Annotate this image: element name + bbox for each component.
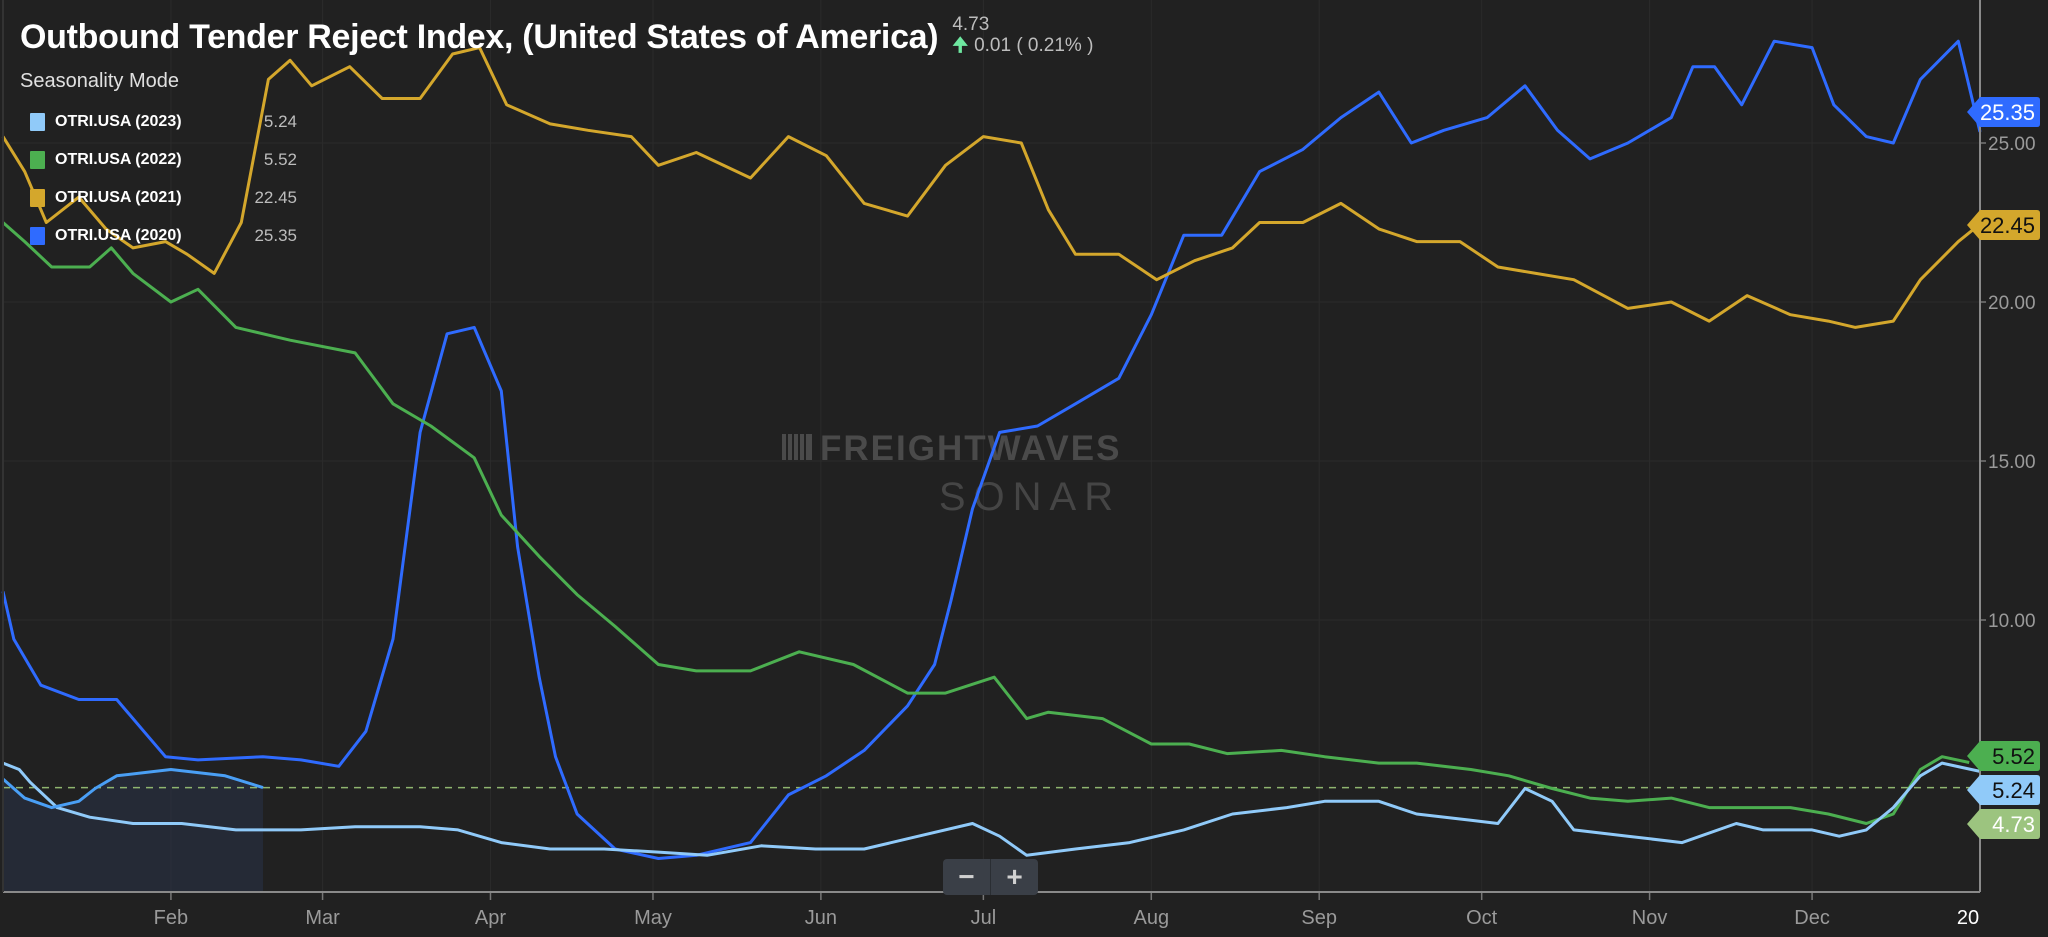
x-tick-label: May <box>634 907 672 929</box>
legend-name: OTRI.USA (2021) <box>55 189 182 206</box>
watermark-line1: FREIGHTWAVES <box>820 429 1121 468</box>
legend-value: 5.24 <box>263 112 297 131</box>
legend-name: OTRI.USA (2023) <box>55 113 182 130</box>
legend-name: OTRI.USA (2020) <box>55 227 182 244</box>
x-tick-label: Nov <box>1632 907 1668 929</box>
legend-item-2022[interactable]: OTRI.USA (2022) 5.52 <box>30 141 297 179</box>
end-badge-label: 25.35 <box>1980 100 2035 125</box>
chart-header: Outbound Tender Reject Index, (United St… <box>20 14 1093 57</box>
legend-value: 25.35 <box>254 226 297 245</box>
change-value: 0.01 ( 0.21% ) <box>974 35 1094 56</box>
x-tick-label: Dec <box>1794 907 1830 929</box>
end-badge-label: 22.45 <box>1980 213 2035 238</box>
series-lines <box>1 39 1982 860</box>
x-tick-label: Oct <box>1466 907 1498 929</box>
legend-item-2021[interactable]: OTRI.USA (2021) 22.45 <box>30 179 297 217</box>
end-badge-bg <box>1967 775 2040 805</box>
end-badge-label: 5.24 <box>1992 778 2035 803</box>
end-badge: 22.45 <box>1967 210 2040 240</box>
legend: OTRI.USA (2023) 5.24 OTRI.USA (2022) 5.52 … <box>30 103 297 255</box>
legend-value: 5.52 <box>263 150 297 169</box>
header-readout: 4.73 🠉 0.01 ( 0.21% ) <box>952 14 1093 56</box>
x-tick-label: Jun <box>805 907 837 929</box>
arrow-up-icon: 🠉 <box>952 35 969 56</box>
legend-swatch <box>30 151 45 169</box>
y-tick-label: 15.00 <box>1988 452 2036 473</box>
last-value: 4.73 <box>952 14 990 35</box>
legend-item-2023[interactable]: OTRI.USA (2023) 5.24 <box>30 103 297 141</box>
grid-lines <box>3 0 1980 892</box>
x-end-label: 20 <box>1957 907 1979 929</box>
series-line-4 <box>2 768 264 810</box>
x-tick-label: Apr <box>475 907 506 929</box>
end-badge-bg <box>1967 97 2040 127</box>
legend-name: OTRI.USA (2022) <box>55 151 182 168</box>
end-badge: 5.52 <box>1967 741 2040 771</box>
change-readout: 🠉 0.01 ( 0.21% ) <box>952 35 1093 56</box>
legend-value: 22.45 <box>254 188 297 207</box>
legend-swatch <box>30 113 45 131</box>
legend-item-2020[interactable]: OTRI.USA (2020) 25.35 <box>30 217 297 255</box>
chart-title: Outbound Tender Reject Index, (United St… <box>20 18 939 56</box>
series-line-3 <box>2 761 1981 857</box>
end-badge-bg <box>1967 210 2040 240</box>
end-badge: 5.24 <box>1967 775 2040 805</box>
end-badge: 25.35 <box>1967 97 2040 127</box>
end-badge-label: 4.73 <box>1992 812 2035 837</box>
series-line-0 <box>1 39 1982 860</box>
y-tick-label: 25.00 <box>1988 134 2036 155</box>
y-tick-label: 20.00 <box>1988 293 2036 314</box>
legend-swatch <box>30 227 45 245</box>
series-area <box>3 769 263 892</box>
x-tick-label: Mar <box>305 907 340 929</box>
watermark-logo-icon <box>782 434 812 460</box>
freightwaves-sonar-watermark: FREIGHTWAVES SONAR <box>782 429 1121 519</box>
current-series-area <box>3 769 263 892</box>
end-badge-bg <box>1967 809 2040 839</box>
zoom-in-button[interactable]: + <box>990 859 1038 895</box>
y-tick-label: 10.00 <box>1988 611 2036 632</box>
legend-swatch <box>30 189 45 207</box>
x-tick-label: Jul <box>971 907 997 929</box>
series-line-1 <box>1 46 1981 329</box>
series-line-2 <box>2 221 1970 825</box>
zoom-out-button[interactable]: − <box>958 861 975 892</box>
end-badge-bg <box>1967 741 2040 771</box>
end-value-badges: 25.35 22.45 5.52 5.24 4.73 <box>1967 97 2040 839</box>
end-badge-label: 5.52 <box>1992 744 2035 769</box>
zoom-controls: − + <box>943 859 1038 895</box>
x-tick-label: Sep <box>1301 907 1337 929</box>
watermark-line2: SONAR <box>939 475 1121 519</box>
x-tick-label: Aug <box>1133 907 1169 929</box>
x-tick-label: Feb <box>154 907 188 929</box>
end-badge: 4.73 <box>1967 809 2040 839</box>
seasonality-mode-label: Seasonality Mode <box>20 70 179 92</box>
